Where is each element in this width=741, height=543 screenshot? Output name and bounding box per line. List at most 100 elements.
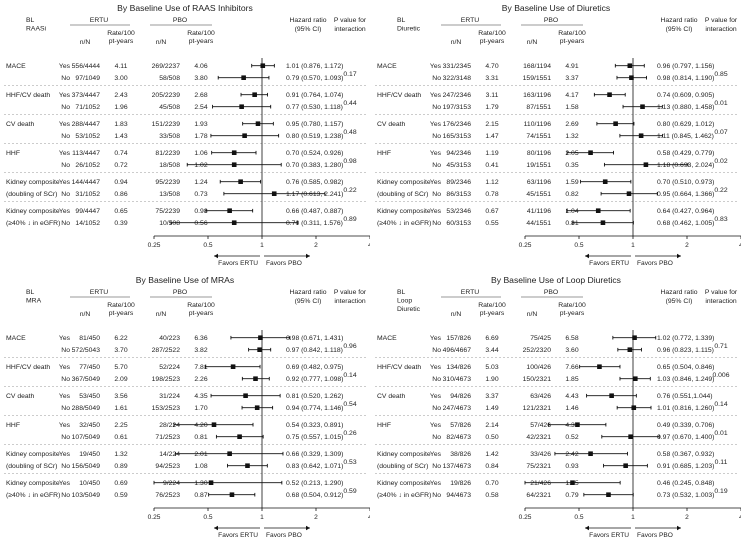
subgroup-label: No [61,162,70,169]
hr-value: 0.97 (0.842, 1.118) [286,347,343,354]
pbo-rate: 1.32 [565,133,578,140]
hr-value: 0.46 (0.245, 0.848) [657,480,714,487]
ertu-events: 32/450 [79,422,100,429]
ertu-events: 81/450 [79,335,100,342]
ertu-events: 26/1052 [75,162,100,169]
pbo-rate: 1.78 [194,133,207,140]
ertu-events: 10/450 [79,480,100,487]
hr-point [242,133,247,138]
p-header: interaction [334,26,366,33]
hr-value: 0.52 (0.213, 1.290) [286,480,343,487]
hr-value: 0.75 (0.557, 1.015) [286,434,343,441]
ertu-rate: 3.70 [114,347,127,354]
hr-value: 1.03 (0.846, 1.249) [657,376,714,383]
pbo-rate: 4.37 [565,422,578,429]
pbo-events: 33/508 [159,133,180,140]
p-value: 0.26 [343,430,356,437]
hr-value: 0.98 (0.671, 1.431) [286,335,343,342]
subgroup-label: Yes [59,451,71,458]
ertu-rate: 0.39 [114,220,127,227]
subgroup-label: No [432,75,441,82]
x-tick-label: 0.25 [148,242,161,249]
hr-point [229,492,235,497]
x-tick-label: 2 [314,514,318,521]
pbo-rate-header: Rate/100 [187,302,215,309]
hr-value: 0.70 (0.510, 0.973) [657,179,714,186]
hr-value: 0.64 (0.427, 0.964) [657,208,714,215]
pbo-events: 45/1551 [526,191,551,198]
outcome-label: MACE [6,335,26,342]
hr-point [626,191,632,196]
subgroup-label: Yes [59,63,71,70]
hr-value: 0.66 (0.487, 0.887) [286,208,343,215]
pbo-rate: 1.58 [565,104,578,111]
p-header: interaction [705,26,737,33]
outcome-label: CV death [377,393,406,400]
ertu-rate: 0.70 [485,480,498,487]
x-tick-label: 2 [685,242,689,249]
pbo-events: 205/2239 [152,92,181,99]
ertu-rate: 1.49 [485,405,498,412]
ertu-rate: 3.31 [485,75,498,82]
pbo-events: 45/508 [159,104,180,111]
ertu-events: 247/4673 [443,405,472,412]
outcome-label: HHF [6,422,20,429]
subgroup-label: Yes [430,208,442,215]
pbo-events: 63/426 [530,393,551,400]
hr-value: 0.58 (0.367, 0.932) [657,451,714,458]
bl-label: BL [26,17,35,24]
hr-value: 1.18 (0.693, 2.024) [657,162,714,169]
p-value: 0.22 [714,187,727,194]
bl-label: BL [26,289,35,296]
hr-header: Hazard ratio [289,289,326,296]
outcome-label: Kidney composite [377,480,431,487]
p-value: 0.14 [343,372,356,379]
ertu-rate: 0.59 [114,492,127,499]
ertu-rate: 0.74 [114,150,127,157]
p-value: 0.14 [714,401,727,408]
ertu-events: 19/450 [79,451,100,458]
pbo-rate: 1.70 [194,405,207,412]
hr-header: (95% CI) [295,298,322,305]
p-value: 0.59 [343,488,356,495]
pbo-events: 121/2321 [523,405,552,412]
pbo-events: 168/1194 [523,63,551,70]
ertu-events: 113/4447 [72,150,100,157]
ertu-events: 77/450 [79,364,100,371]
outcome-label: Kidney composite [6,179,60,186]
ertu-rate-header: pt-years [480,38,505,45]
hr-point [638,133,644,138]
ertu-rate: 0.58 [485,492,498,499]
x-tick-label: 0.5 [574,242,583,249]
x-tick-label: 0.5 [574,514,583,521]
hr-value: 0.80 (0.629, 1.012) [657,121,714,128]
favors-left-label: Favors ERTU [218,260,258,267]
pbo-rate: 6.58 [565,335,578,342]
subgroup-label: No [432,133,441,140]
panel-title: By Baseline Use of RAAS Inhibitors [117,3,253,13]
ertu-rate: 1.42 [485,451,498,458]
pbo-rate: 1.24 [194,179,207,186]
hr-value: 1.11 (0.845, 1.462) [657,133,714,140]
pbo-rate: 2.69 [565,121,578,128]
pbo-rate: 3.60 [565,347,578,354]
x-tick-label: 0.25 [148,514,161,521]
subgroup-label: Yes [430,179,442,186]
p-value: 0.11 [715,459,728,466]
ertu-events: 197/3153 [443,104,472,111]
pbo-events: 150/2321 [523,376,552,383]
subgroup-label: No [61,492,70,499]
p-header: interaction [705,298,737,305]
outcome-label: (≥40% ↓ in eGFR) [6,220,60,227]
hr-value: 0.80 (0.519, 1.238) [286,133,343,140]
pbo-events: 159/1551 [523,75,552,82]
pbo-rate: 0.98 [194,208,207,215]
bl-label: Diuretic [397,306,421,313]
ertu-events: 247/2346 [443,92,472,99]
favors-left-arrowhead [214,253,218,259]
favors-right-arrowhead [677,253,681,259]
hr-value: 0.76 (0.585, 0.982) [286,179,343,186]
pbo-rate: 0.52 [565,434,578,441]
outcome-label: HHF/CV death [377,92,421,99]
pbo-events: 269/2237 [152,63,181,70]
